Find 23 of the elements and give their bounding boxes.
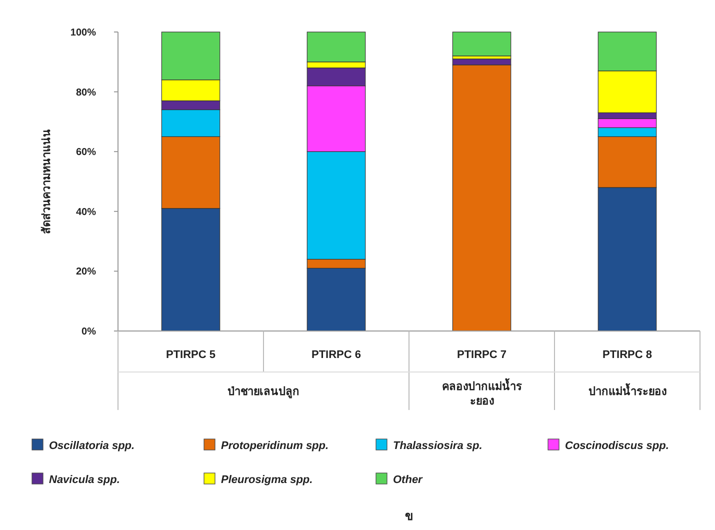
- legend-label: Navicula spp.: [49, 474, 120, 486]
- x-tick-label: PTIRPC 6: [311, 349, 362, 361]
- y-tick-label: 20%: [76, 266, 96, 278]
- legend-label: Other: [393, 474, 424, 486]
- legend-label: Protoperidinum spp.: [221, 440, 329, 452]
- legend-label: Oscillatoria spp.: [49, 440, 135, 452]
- text: ป่าชายเลนปลูก: [228, 385, 300, 399]
- text: ปากแม่น้ำระยอง: [588, 383, 666, 398]
- y-tick-label: 0%: [82, 326, 96, 338]
- y-tick-label: 100%: [70, 28, 96, 38]
- y-tick-label: 80%: [76, 87, 96, 98]
- y-tick-label: 40%: [76, 206, 96, 218]
- text: คลองปากแม่น้ำระยอง: [442, 378, 522, 408]
- x-tick-label: PTIRPC 7: [456, 349, 507, 361]
- legend-label: Thalassiosira sp.: [393, 440, 482, 452]
- y-tick-label: 60%: [76, 147, 96, 158]
- legend-label: Coscinodiscus spp.: [565, 440, 669, 452]
- x-tick-label: PTIRPC 8: [602, 349, 652, 361]
- legend-label: Pleurosigma spp.: [221, 474, 313, 486]
- text: ข: [405, 509, 413, 523]
- x-tick-label: PTIRPC 5: [166, 349, 216, 361]
- bar: [452, 32, 512, 56]
- y-axis-title: สัดส่วนความหนาแน่น: [40, 129, 53, 234]
